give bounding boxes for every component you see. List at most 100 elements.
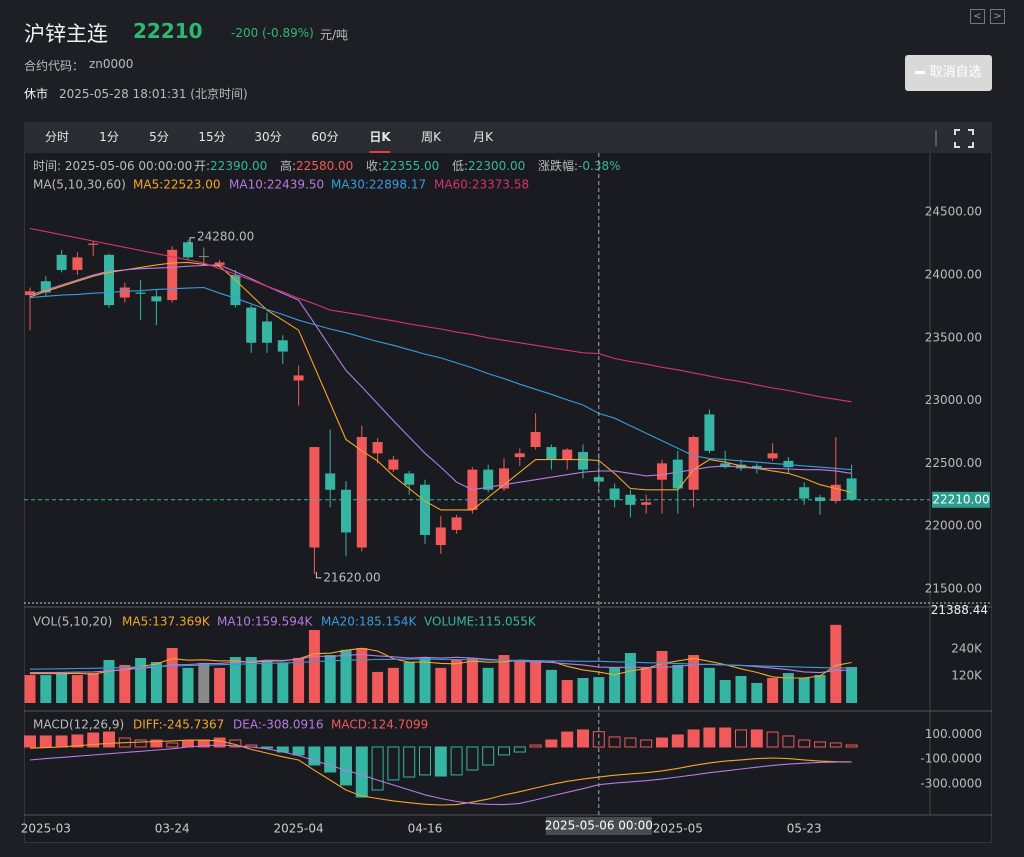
legend-entry: MA60:23373.58 (434, 178, 529, 192)
tab[interactable]: 分时 (44, 130, 70, 144)
candle-body (720, 463, 731, 468)
tab[interactable]: 月K (473, 130, 493, 144)
candle-body (688, 436, 699, 490)
unit: 元/吨 (320, 28, 349, 42)
macd-bar (656, 737, 668, 748)
macd-bar (671, 734, 684, 748)
volume-bar (24, 675, 36, 703)
candle-body (167, 249, 178, 301)
candle-body (815, 497, 825, 502)
volume-bar (782, 673, 794, 703)
tab[interactable]: 日K (369, 122, 391, 153)
volume-bar (751, 682, 763, 703)
readout-label: 低: (452, 159, 468, 173)
watch-button[interactable]: 取消自选 (905, 55, 992, 91)
legend-entry: DEA:-308.0916 (233, 718, 323, 732)
fullscreen-icon[interactable] (954, 129, 974, 148)
next-button[interactable]: > (990, 9, 1005, 24)
volume-bar (324, 655, 336, 703)
readout-value: 22390.00 (210, 159, 267, 173)
macd-bar (387, 746, 400, 781)
readout-value: 22300.00 (468, 159, 525, 173)
macd-bar (498, 746, 510, 756)
volume-bar (387, 667, 399, 703)
candle-body (404, 473, 415, 485)
x-tick-label: 05-23 (787, 822, 822, 836)
macd-bar (87, 732, 100, 748)
volume-bar (135, 657, 147, 703)
y-tick-label: 23000.00 (925, 393, 982, 407)
volume-bar (245, 657, 257, 703)
volume-bar (214, 667, 226, 703)
volume-bar (419, 657, 431, 703)
volume-bar (166, 648, 178, 703)
macd-bar (419, 746, 431, 776)
macd-bar (766, 731, 779, 748)
candle-body (483, 469, 494, 490)
readout: 收:22355.00 (366, 159, 439, 173)
candle-body (56, 254, 67, 270)
macd-bar (482, 746, 495, 766)
candle-body (88, 243, 99, 245)
volume-bar (719, 680, 731, 703)
volume-bar (150, 662, 162, 703)
y-tick-label: 21388.44 (931, 603, 988, 617)
volume-bar (40, 675, 52, 703)
indicator-line (29, 647, 852, 679)
candle-body (325, 473, 336, 490)
macd-bar (292, 746, 305, 756)
volume-bar (624, 652, 636, 703)
volume-bar (119, 664, 131, 703)
tab[interactable]: 60分 (311, 130, 339, 144)
macd-bar (719, 727, 732, 748)
tab[interactable]: 15分 (198, 130, 226, 144)
volume-bar (609, 667, 621, 703)
macd-bar (261, 746, 273, 749)
indicator-line (29, 227, 852, 403)
candle-body (704, 414, 715, 451)
macd-bar (103, 731, 115, 748)
macd-bar (403, 746, 416, 778)
candle-body (672, 459, 683, 489)
candle-body (546, 447, 557, 460)
prev-button[interactable]: < (970, 9, 985, 24)
status: 休市 (24, 87, 49, 101)
readout-label: 高: (280, 158, 296, 173)
macd-bar (371, 746, 384, 791)
candle-body (767, 453, 778, 459)
candle-body (293, 375, 304, 381)
readout: 低:22300.00 (452, 159, 525, 173)
candle-body (799, 487, 810, 499)
macd-bar (750, 729, 763, 748)
title: 沪锌主连 (24, 22, 108, 46)
tab[interactable]: 30分 (254, 130, 282, 144)
macd-bar (55, 735, 68, 748)
macd-bar (845, 744, 858, 748)
candle-body (119, 287, 130, 298)
tab[interactable]: 5分 (149, 130, 169, 144)
macd-bar (735, 729, 747, 748)
candle-body (641, 502, 652, 505)
candle-body (25, 291, 35, 296)
crosshair-box (545, 817, 652, 835)
volume-bar (593, 677, 605, 703)
candle-body (135, 292, 146, 294)
trend-icon: ⌄ (196, 27, 204, 37)
high-annotation: 24280.00 (197, 229, 254, 243)
macd-bar (434, 746, 447, 777)
x-tick-label: 03-24 (155, 822, 190, 836)
indicator-line (29, 739, 852, 806)
tab[interactable]: 周K (421, 130, 441, 144)
x-tick-label: 2025-04 (274, 822, 324, 836)
readout-label: 收: (366, 159, 382, 173)
candle-body (277, 340, 288, 352)
volume-bar (703, 667, 715, 703)
tab[interactable]: 1分 (99, 130, 119, 144)
time: 2025-05-28 18:01:31 (北京时间) (59, 87, 248, 101)
low-annotation: 21620.00 (323, 570, 380, 584)
last-price-label: 22210.00 (932, 492, 989, 506)
price: 22210 (133, 19, 203, 43)
y-tick-label: 24500.00 (925, 205, 982, 219)
candle-body (356, 436, 367, 548)
